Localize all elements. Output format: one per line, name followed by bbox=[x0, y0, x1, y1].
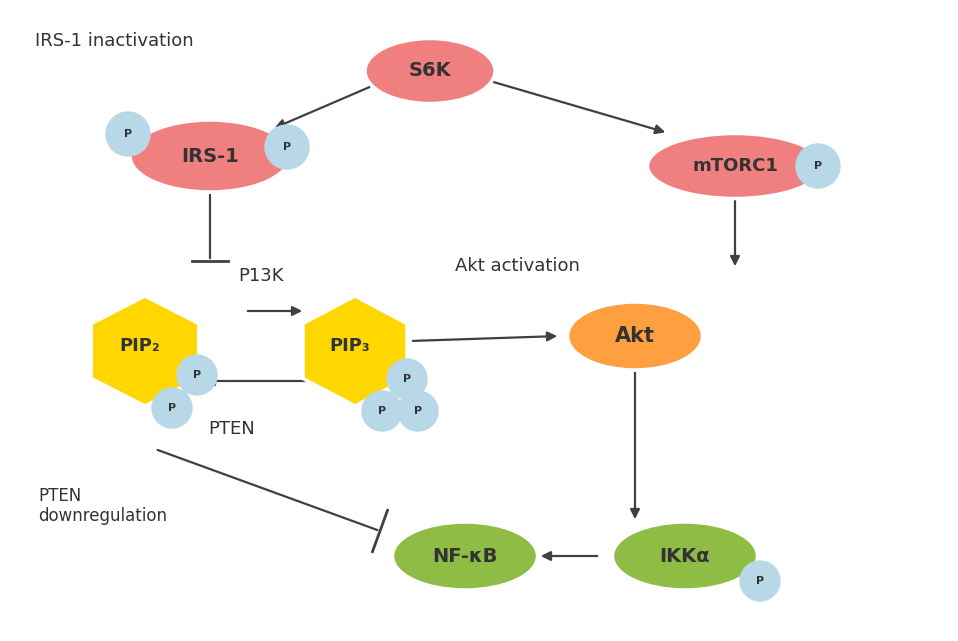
Text: P: P bbox=[378, 406, 386, 416]
Polygon shape bbox=[91, 296, 198, 406]
Text: Akt: Akt bbox=[615, 326, 655, 346]
Circle shape bbox=[106, 112, 150, 156]
Circle shape bbox=[177, 355, 217, 395]
Text: IRS-1: IRS-1 bbox=[181, 147, 239, 165]
Ellipse shape bbox=[612, 522, 758, 590]
Circle shape bbox=[387, 359, 427, 399]
Ellipse shape bbox=[365, 38, 495, 103]
Circle shape bbox=[740, 561, 780, 601]
Text: S6K: S6K bbox=[409, 62, 451, 81]
Text: PTEN
downregulation: PTEN downregulation bbox=[38, 487, 167, 526]
Text: PTEN: PTEN bbox=[208, 420, 255, 438]
Text: IRS-1 inactivation: IRS-1 inactivation bbox=[35, 32, 194, 50]
Ellipse shape bbox=[393, 522, 537, 590]
Circle shape bbox=[265, 125, 309, 169]
Text: mTORC1: mTORC1 bbox=[692, 157, 778, 175]
Ellipse shape bbox=[130, 120, 290, 192]
Circle shape bbox=[152, 388, 192, 428]
Text: P: P bbox=[756, 576, 764, 586]
Text: P: P bbox=[193, 370, 201, 380]
Text: P: P bbox=[283, 142, 291, 152]
Circle shape bbox=[362, 391, 402, 431]
Text: P: P bbox=[403, 374, 411, 384]
Ellipse shape bbox=[648, 133, 823, 199]
Text: P: P bbox=[168, 403, 176, 413]
Circle shape bbox=[398, 391, 438, 431]
Text: P: P bbox=[124, 129, 132, 139]
Polygon shape bbox=[303, 296, 407, 406]
Circle shape bbox=[796, 144, 840, 188]
Ellipse shape bbox=[567, 302, 702, 370]
Text: IKKα: IKKα bbox=[660, 547, 710, 565]
Text: P: P bbox=[414, 406, 422, 416]
Text: PIP₃: PIP₃ bbox=[330, 337, 371, 355]
Text: P: P bbox=[814, 161, 822, 171]
Text: Akt activation: Akt activation bbox=[455, 257, 580, 275]
Text: PIP₂: PIP₂ bbox=[120, 337, 160, 355]
Text: NF-κB: NF-κB bbox=[432, 547, 498, 565]
Text: P13K: P13K bbox=[238, 267, 284, 285]
